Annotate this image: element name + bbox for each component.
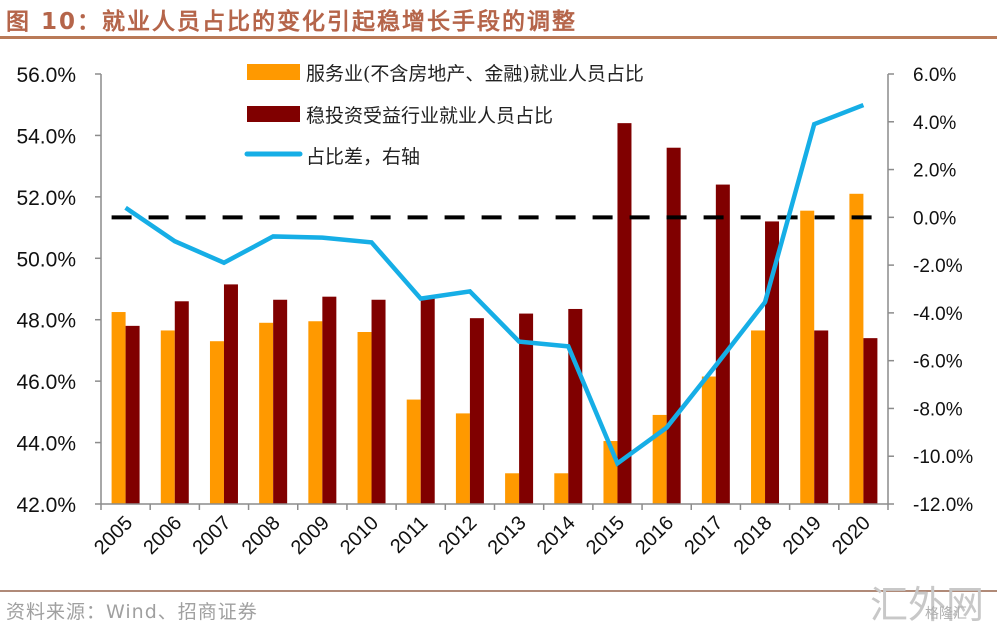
bar-investment-2006 xyxy=(175,301,189,504)
bar-service-2017 xyxy=(702,377,716,504)
bar-investment-2011 xyxy=(421,298,435,504)
left-axis-tick-label: 46.0% xyxy=(16,371,76,394)
bar-service-2005 xyxy=(112,312,126,504)
x-axis-tick-label: 2006 xyxy=(139,512,186,559)
x-axis-tick-label: 2013 xyxy=(484,512,531,559)
x-axis-tick-label: 2016 xyxy=(631,512,678,559)
x-axis-tick-label: 2014 xyxy=(533,512,580,559)
x-axis-tick-label: 2010 xyxy=(336,512,383,559)
bar-service-2009 xyxy=(308,321,322,504)
legend-swatch-investment xyxy=(247,106,300,122)
bar-service-2011 xyxy=(407,400,421,504)
right-axis-tick-label: 6.0% xyxy=(913,65,956,86)
left-axis-tick-label: 48.0% xyxy=(16,310,76,333)
bar-service-2010 xyxy=(358,332,372,504)
bar-investment-2007 xyxy=(224,284,238,504)
bar-service-2012 xyxy=(456,413,470,504)
bar-investment-2005 xyxy=(126,326,140,504)
footer-divider xyxy=(0,590,997,592)
right-axis-tick-label: -8.0% xyxy=(913,399,963,420)
source-note: 资料来源：Wind、招商证券 xyxy=(6,597,258,624)
right-axis-tick-label: 0.0% xyxy=(913,208,956,229)
bar-investment-2010 xyxy=(372,300,386,504)
right-axis-tick-label: 4.0% xyxy=(913,113,956,134)
chart: 56.0% 54.0% 52.0% 50.0% 48.0% 46.0% 44.0% 42.0%… xyxy=(0,0,997,590)
x-axis-tick-label: 2012 xyxy=(434,512,481,559)
x-axis-tick-label: 2017 xyxy=(680,512,727,559)
legend-label-investment: 稳投资受益行业就业人员占比 xyxy=(306,105,553,127)
legend-swatch-service xyxy=(247,64,300,80)
bar-investment-2016 xyxy=(667,148,681,504)
axes-layer: 56.0% 54.0% 52.0% 50.0% 48.0% 46.0% 44.0% 42.0%… xyxy=(16,64,973,559)
bar-investment-2017 xyxy=(716,185,730,504)
right-axis-tick-label: 2.0% xyxy=(913,161,956,182)
left-axis-tick-label: 44.0% xyxy=(16,433,76,456)
x-axis-tick-label: 2020 xyxy=(828,512,875,559)
bar-service-2008 xyxy=(259,323,273,504)
right-axis-tick-label: -12.0% xyxy=(913,495,973,516)
right-axis-tick-label: -4.0% xyxy=(913,304,963,325)
right-axis-tick-label: -2.0% xyxy=(913,256,963,277)
bar-service-2020 xyxy=(849,194,863,504)
x-axis-tick-label: 2007 xyxy=(188,512,235,559)
bar-service-2007 xyxy=(210,341,224,504)
legend: 服务业(不含房地产、金融)就业人员占比 稳投资受益行业就业人员占比 占比差，右轴 xyxy=(247,63,644,168)
x-axis-tick-label: 2018 xyxy=(730,512,777,559)
x-axis-tick-label: 2011 xyxy=(386,512,432,558)
bar-investment-2008 xyxy=(273,300,287,504)
right-axis-tick-label: -10.0% xyxy=(913,447,973,468)
left-axis-tick-label: 50.0% xyxy=(16,248,76,271)
legend-label-service: 服务业(不含房地产、金融)就业人员占比 xyxy=(306,63,644,85)
left-axis-tick-label: 52.0% xyxy=(16,187,76,210)
bar-service-2013 xyxy=(505,473,519,504)
bar-investment-2009 xyxy=(322,297,336,504)
bar-service-2014 xyxy=(554,473,568,504)
x-axis-tick-label: 2015 xyxy=(582,512,629,559)
x-axis-tick-label: 2008 xyxy=(238,512,285,559)
bar-service-2006 xyxy=(161,330,175,504)
bar-service-2018 xyxy=(751,330,765,504)
bar-service-2019 xyxy=(800,211,814,504)
x-axis-tick-label: 2009 xyxy=(287,512,334,559)
left-axis-tick-label: 42.0% xyxy=(16,494,76,517)
watermark-small: 格隆汇 xyxy=(925,603,967,623)
bar-investment-2020 xyxy=(863,338,877,504)
bar-investment-2012 xyxy=(470,318,484,504)
bar-investment-2014 xyxy=(568,309,582,504)
bar-investment-2019 xyxy=(814,330,828,504)
x-axis-tick-label: 2019 xyxy=(779,512,826,559)
bar-investment-2015 xyxy=(617,123,631,504)
x-axis-tick-label: 2005 xyxy=(90,512,137,559)
legend-label-diff: 占比差，右轴 xyxy=(306,146,420,168)
right-axis-tick-label: -6.0% xyxy=(913,352,963,373)
left-axis-tick-label: 54.0% xyxy=(16,125,76,148)
left-axis-tick-label: 56.0% xyxy=(16,64,76,87)
